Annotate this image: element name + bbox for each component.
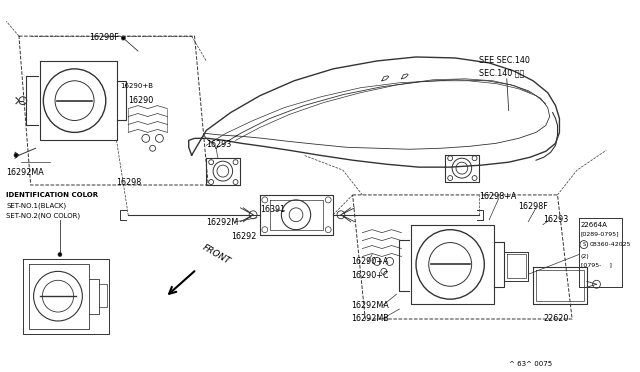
Text: S: S — [582, 242, 586, 247]
Text: 16292M: 16292M — [206, 218, 239, 227]
Text: (2): (2) — [581, 254, 589, 260]
Text: 16292MB: 16292MB — [351, 314, 388, 323]
Text: 16391: 16391 — [260, 205, 285, 214]
Text: 16298+A: 16298+A — [479, 192, 517, 201]
Text: 16298F: 16298F — [89, 33, 119, 42]
Text: [0795-    ]: [0795- ] — [581, 262, 612, 267]
Text: 16290+B: 16290+B — [120, 83, 154, 89]
Text: [0289-0795]: [0289-0795] — [581, 232, 620, 237]
Text: 16292MA: 16292MA — [351, 301, 388, 310]
Text: 16293: 16293 — [543, 215, 568, 224]
Text: SET-NO.1(BLACK): SET-NO.1(BLACK) — [6, 203, 67, 209]
Text: 16290: 16290 — [128, 96, 154, 105]
Text: 16292: 16292 — [230, 232, 256, 241]
Text: 16292MA: 16292MA — [6, 168, 44, 177]
Text: 16290+C: 16290+C — [351, 271, 388, 280]
Text: 16290+A: 16290+A — [351, 257, 388, 266]
Text: SEE SEC.140: SEE SEC.140 — [479, 56, 531, 65]
Text: IDENTIFICATION COLOR: IDENTIFICATION COLOR — [6, 192, 99, 198]
Text: 16293: 16293 — [206, 140, 232, 149]
Text: 16298: 16298 — [116, 178, 142, 187]
Circle shape — [14, 153, 18, 157]
Text: 16298F: 16298F — [518, 202, 548, 211]
Text: 08360-42025: 08360-42025 — [589, 241, 631, 247]
Text: SEC.140 参照: SEC.140 参照 — [479, 68, 525, 77]
Circle shape — [58, 253, 62, 256]
Text: 22620: 22620 — [544, 314, 569, 323]
Text: SET-NO.2(NO COLOR): SET-NO.2(NO COLOR) — [6, 213, 81, 219]
Text: FRONT: FRONT — [200, 243, 232, 266]
Circle shape — [122, 36, 125, 40]
Text: ^ 63^ 0075: ^ 63^ 0075 — [509, 361, 552, 367]
Text: 22664A: 22664A — [581, 222, 608, 228]
